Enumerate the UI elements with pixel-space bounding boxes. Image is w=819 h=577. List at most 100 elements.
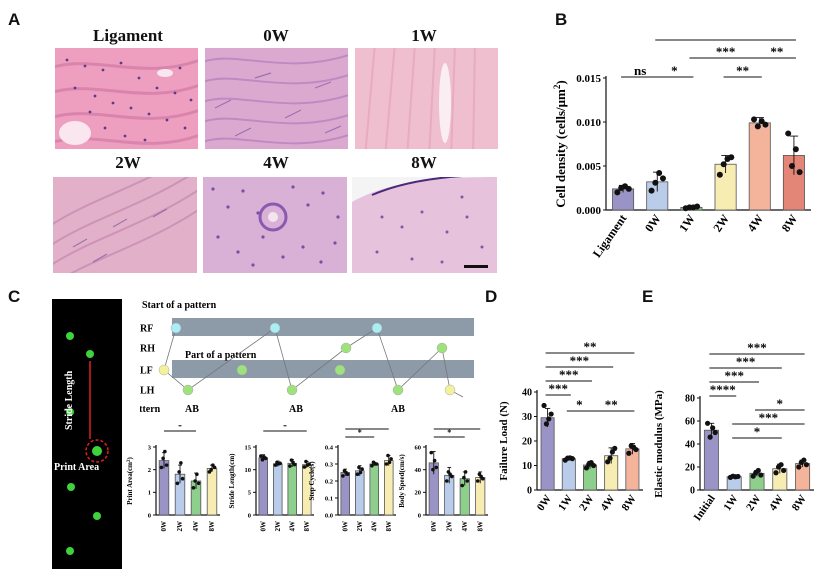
data-point [659, 175, 666, 182]
y-tick-label: 30 [522, 412, 532, 423]
data-point [465, 479, 470, 483]
data-point [778, 462, 784, 468]
x-tick-label: 8W [208, 521, 216, 532]
data-point [434, 465, 439, 470]
data-point [292, 462, 297, 467]
data-point [341, 474, 345, 478]
data-point [710, 425, 716, 431]
data-point [164, 463, 169, 467]
significance-label: ** [736, 63, 749, 78]
data-point [460, 483, 465, 488]
print-area-label: Print Area [54, 462, 100, 473]
y-tick-label: 0.3 [325, 461, 334, 468]
chart-cell-density: 0.000 0.005 0.010 0.015 Cell density (cells/… [552, 26, 819, 293]
pattern-label: Pattern [140, 404, 161, 415]
panel-b-label: B [555, 10, 568, 29]
data-point [302, 465, 307, 469]
y-tick-label: 0 [527, 486, 532, 497]
pattern-ab-label: AB [289, 404, 303, 415]
y-tick-label: 20 [522, 437, 532, 448]
data-point [386, 453, 390, 458]
gait-footfall [158, 364, 170, 376]
x-tick-label: 0W [642, 212, 664, 235]
data-point [758, 472, 764, 478]
data-point [212, 465, 217, 470]
data-point [163, 449, 167, 454]
data-point [260, 457, 265, 462]
x-tick-label: 0W [259, 521, 267, 532]
significance-label: *** [724, 368, 744, 383]
x-tick-label: 8W [385, 521, 393, 532]
x-tick-label: 2W [274, 521, 282, 532]
y-axis-label: Step Cycle(s) [308, 461, 316, 501]
data-point [463, 470, 468, 474]
y-tick-label: 10 [245, 467, 252, 474]
y-tick-label: 0.4 [325, 444, 334, 451]
y-tick-label: 5 [248, 490, 252, 497]
x-tick-label: 4W [767, 493, 786, 513]
histology-title-ligament: Ligament [93, 26, 163, 45]
x-tick-label: 4W [461, 521, 469, 532]
data-point [159, 465, 164, 470]
significance-label: * [358, 428, 362, 437]
part-of-pattern-label: Part of a pattern [185, 350, 257, 361]
x-tick-label: 2W [577, 493, 596, 513]
histology-image-2w [53, 177, 197, 273]
data-point [374, 462, 379, 466]
gait-footfall [392, 384, 404, 396]
data-point [259, 454, 263, 458]
significance-label: *** [716, 44, 736, 59]
x-tick-label: 8W [779, 212, 801, 235]
gait-footfall [444, 384, 456, 396]
y-tick-label: 0.2 [325, 478, 333, 485]
y-tick-label: 40 [415, 467, 422, 474]
histology-title-2w: 2W [115, 153, 141, 172]
data-point [751, 116, 758, 123]
bar [369, 463, 380, 516]
significance-label: ** [363, 425, 371, 429]
significance-label: * [754, 424, 761, 439]
significance-label: **** [710, 382, 736, 397]
data-point [548, 411, 554, 417]
data-point [444, 479, 449, 483]
x-tick-label: Initial [692, 493, 718, 523]
histology-image-ligament [55, 48, 198, 149]
data-point [796, 464, 802, 470]
data-point [179, 461, 183, 465]
gait-band-rf [172, 318, 474, 336]
data-point [801, 457, 807, 463]
chart-stride-length: 0 5 10 15 Stride Length(cm) 0W 2W 4W 8W * [226, 422, 318, 572]
y-tick-label: 0 [148, 512, 151, 519]
bar [384, 460, 394, 516]
x-tick-label: 4W [744, 212, 766, 235]
y-tick-label: 0.000 [576, 205, 601, 217]
x-tick-label: 0W [160, 521, 168, 532]
bar [287, 462, 298, 516]
y-tick-label: 0 [690, 486, 695, 497]
chart-failure-load: 0 10 20 30 40 Failure Load (N) 0W 1W 2W 4W 8W ** ***… [497, 332, 647, 572]
gait-footfall [182, 384, 194, 396]
data-point [191, 486, 196, 490]
chart-step-cycle: 0.0 0.1 0.2 0.3 0.4 Step Cycle(s) 0W 2W 4W 8W *** [306, 420, 400, 572]
data-point [762, 121, 769, 128]
data-point [758, 118, 765, 125]
histology-image-4w [203, 177, 347, 273]
gait-band-lf [172, 360, 474, 378]
significance-label: *** [559, 367, 579, 382]
y-tick-label: 15 [245, 444, 252, 451]
histology-title-8w: 8W [411, 153, 437, 172]
y-tick-label: 0.015 [576, 73, 601, 85]
histology-title-4w: 4W [263, 153, 289, 172]
x-tick-label: 0W [535, 493, 554, 513]
panel-a-label: A [8, 10, 21, 29]
significance-label: * [671, 63, 678, 78]
data-point [614, 189, 621, 196]
stride-length-label: Stride Length [64, 370, 75, 430]
data-point [735, 473, 741, 480]
bar [748, 122, 771, 211]
x-tick-label: Ligament [590, 212, 630, 260]
data-point [605, 459, 611, 465]
bar [355, 470, 365, 516]
y-axis-label: Failure Load (N) [498, 401, 510, 481]
bar [340, 472, 351, 516]
